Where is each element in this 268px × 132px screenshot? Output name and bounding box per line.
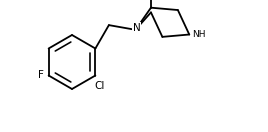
Text: NH: NH <box>192 30 206 39</box>
Text: Cl: Cl <box>94 81 105 91</box>
Text: N: N <box>133 23 140 33</box>
Text: F: F <box>38 70 44 81</box>
